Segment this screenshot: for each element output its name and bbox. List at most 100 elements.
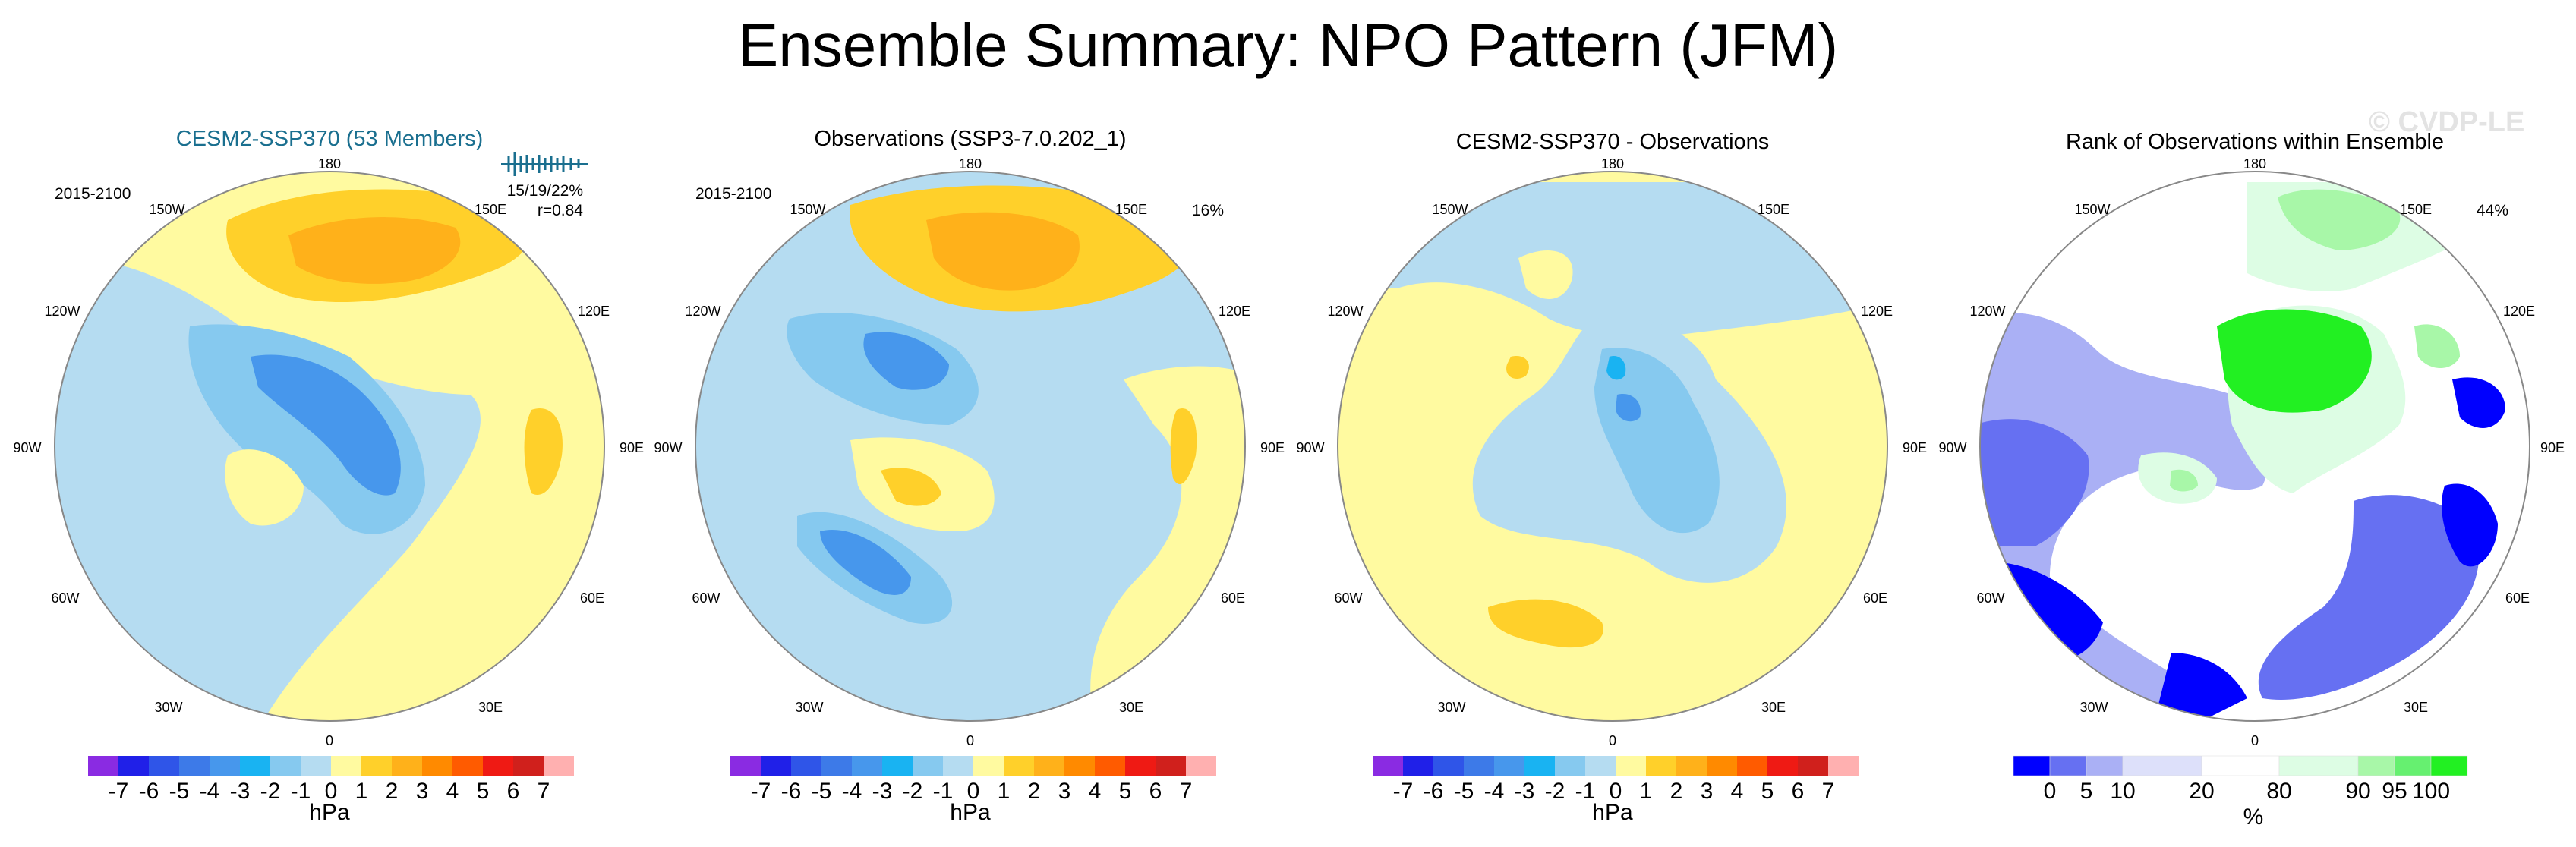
period-label: 2015-2100 <box>55 185 131 203</box>
lon-60w: 60W <box>692 590 720 606</box>
lon-30e: 30E <box>1119 700 1143 715</box>
longitude-labels: 180 0 90W 90E 120W 150W 150E 120E 60W 30… <box>654 156 1285 748</box>
lon-90w: 90W <box>654 440 682 455</box>
lon-180: 180 <box>2243 156 2266 172</box>
colorbar-unit: hPa <box>309 800 350 825</box>
member-spread-ticks <box>501 152 588 176</box>
colorbar-swatch <box>882 756 913 776</box>
colorbar-tick-label: -6 <box>139 779 159 804</box>
pattern-correlation: r=0.84 <box>538 202 583 219</box>
lon-150e: 150E <box>1758 202 1789 217</box>
map-fill <box>695 172 1245 721</box>
colorbar-swatch <box>1125 756 1156 776</box>
colorbar-unit: hPa <box>1592 800 1633 825</box>
colorbar-tick-label: -3 <box>1515 779 1535 804</box>
colorbar-swatches <box>2013 755 2468 776</box>
lon-120e: 120E <box>578 304 610 319</box>
colorbar-tick-label: 3 <box>416 779 429 804</box>
colorbar-swatch <box>2278 755 2359 776</box>
colorbar-swatch <box>331 756 361 776</box>
map-fill <box>1338 172 1887 721</box>
hpa-colorbar: -7 -6 -5 -4 -3 -2 -1 0 1 2 3 4 5 6 7 hPa <box>730 756 1216 825</box>
colorbar-swatch <box>791 756 821 776</box>
colorbar-swatch <box>2049 755 2087 776</box>
colorbar-swatch <box>2086 755 2124 776</box>
colorbar-tick-label: 7 <box>1822 779 1835 804</box>
colorbar-tick-label: 4 <box>1089 779 1102 804</box>
colorbar-tick-label: -2 <box>1545 779 1565 804</box>
colorbar-swatch <box>452 756 483 776</box>
colorbar-swatch <box>149 756 179 776</box>
lon-0: 0 <box>966 733 974 748</box>
lon-150w: 150W <box>149 202 184 217</box>
colorbar-tick-label: 0 <box>325 779 338 804</box>
colorbar-swatches <box>1373 756 1859 776</box>
colorbar-tick-label: 7 <box>538 779 550 804</box>
colorbar-tick-label: 80 <box>2266 779 2291 804</box>
colorbar-tick-label: 6 <box>507 779 520 804</box>
colorbar-swatch <box>2394 755 2432 776</box>
colorbar-ticks: 0 5 10 20 80 90 95 100 <box>2044 779 2450 804</box>
lon-120e: 120E <box>1861 304 1893 319</box>
colorbar-swatch <box>1798 756 1828 776</box>
lon-90w: 90W <box>1938 440 1966 455</box>
colorbar-swatch <box>1555 756 1585 776</box>
colorbar-tick-label: -5 <box>1454 779 1474 804</box>
colorbar-tick-label: -5 <box>812 779 832 804</box>
colorbar-swatch <box>513 756 544 776</box>
pattern-stats: 15/19/22% <box>507 182 583 200</box>
lon-60e: 60E <box>580 590 604 606</box>
colorbar-tick-label: -7 <box>751 779 771 804</box>
lon-120e: 120E <box>1219 304 1250 319</box>
panel-title: Observations (SSP3-7.0.202_1) <box>814 127 1126 151</box>
colorbar-swatch <box>1403 756 1433 776</box>
colorbar-tick-label: 5 <box>1761 779 1774 804</box>
colorbar-swatch <box>1737 756 1767 776</box>
lon-90e: 90E <box>2540 440 2565 455</box>
longitude-labels: 180 0 90W 90E 120W 150W 150E 120E 60W 30… <box>13 156 644 748</box>
colorbar-swatch <box>2013 755 2051 776</box>
colorbar-swatch <box>761 756 791 776</box>
lon-30e: 30E <box>2404 700 2428 715</box>
colorbar-swatch <box>483 756 513 776</box>
figure-title: Ensemble Summary: NPO Pattern (JFM) <box>737 11 1839 79</box>
colorbar-swatch <box>1707 756 1737 776</box>
colorbar-swatch <box>1034 756 1064 776</box>
lon-150w: 150W <box>2074 202 2110 217</box>
colorbar-tick-label: 100 <box>2412 779 2450 804</box>
lon-90e: 90E <box>1903 440 1927 455</box>
colorbar-swatch <box>179 756 210 776</box>
colorbar-tick-label: 3 <box>1701 779 1714 804</box>
watermark: © CVDP-LE <box>2369 106 2525 138</box>
lon-60e: 60E <box>1863 590 1887 606</box>
colorbar-swatch <box>1494 756 1524 776</box>
colorbar-tick-label: -6 <box>781 779 802 804</box>
colorbar-swatch <box>1585 756 1616 776</box>
lon-150w: 150W <box>790 202 825 217</box>
panel-difference: CESM2-SSP370 - Observations 180 0 90W 90… <box>1296 130 1927 825</box>
lon-60w: 60W <box>1334 590 1362 606</box>
lon-30w: 30W <box>795 700 823 715</box>
lon-30w: 30W <box>2079 700 2108 715</box>
colorbar-tick-label: 20 <box>2189 779 2214 804</box>
colorbar-tick-label: -4 <box>842 779 862 804</box>
lon-120e: 120E <box>2503 304 2535 319</box>
colorbar-swatch <box>2201 755 2280 776</box>
colorbar-unit: % <box>2243 804 2264 830</box>
lon-60e: 60E <box>2505 590 2530 606</box>
colorbar-swatch <box>1828 756 1859 776</box>
colorbar-tick-label: -1 <box>1575 779 1596 804</box>
colorbar-tick-label: -3 <box>230 779 251 804</box>
colorbar-swatch <box>240 756 270 776</box>
colorbar-swatch <box>1524 756 1555 776</box>
lon-120w: 120W <box>1327 304 1363 319</box>
lon-150e: 150E <box>2400 202 2432 217</box>
colorbar-tick-label: -6 <box>1424 779 1444 804</box>
colorbar-swatches <box>88 756 574 776</box>
hpa-colorbar: -7 -6 -5 -4 -3 -2 -1 0 1 2 3 4 5 6 7 hPa <box>1373 756 1859 825</box>
panel-title: CESM2-SSP370 (53 Members) <box>176 127 484 151</box>
lon-0: 0 <box>326 733 333 748</box>
colorbar-tick-label: 7 <box>1180 779 1193 804</box>
colorbar-tick-label: 1 <box>1640 779 1653 804</box>
colorbar-swatch <box>1186 756 1216 776</box>
